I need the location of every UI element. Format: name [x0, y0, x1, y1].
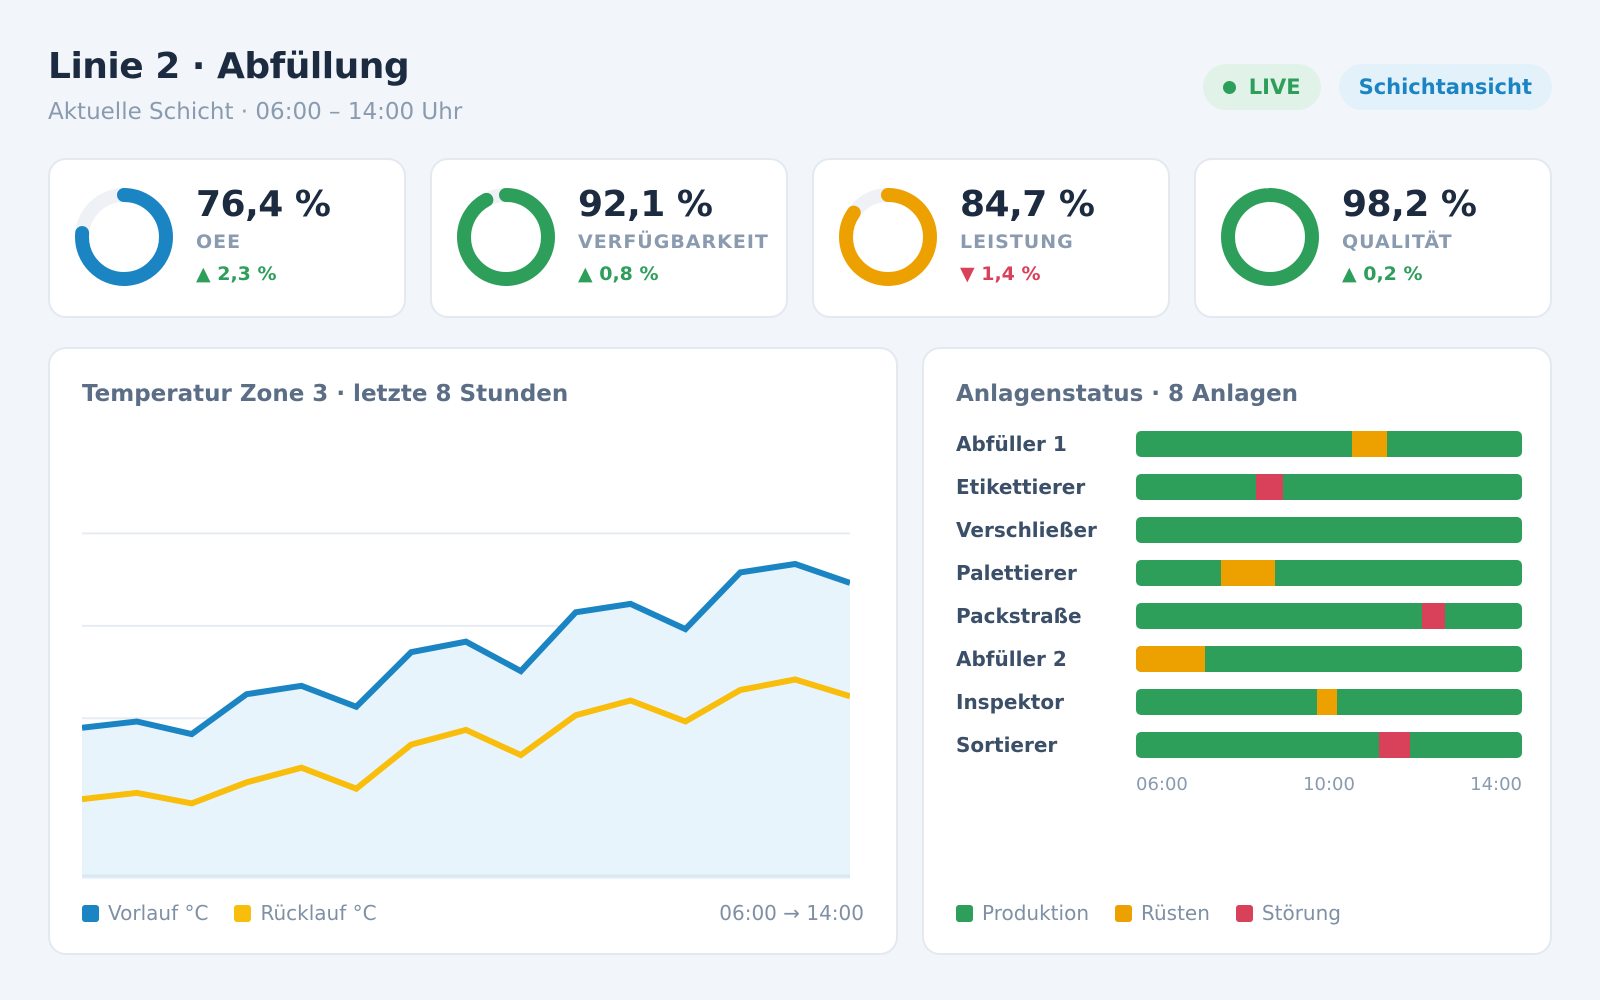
- legend-swatch-produktion: [956, 904, 973, 922]
- machine-timeline-bar: [1136, 431, 1522, 457]
- legend-swatch-ruecklauf: [234, 904, 252, 922]
- live-dot-icon: [1222, 80, 1236, 94]
- legend-item-ruesten: Rüsten: [1115, 901, 1210, 925]
- kpi-label: OEE: [196, 231, 242, 253]
- temperature-chart: [82, 532, 850, 879]
- page-header: Linie 2 · Abfüllung Aktuelle Schicht · 0…: [48, 46, 462, 125]
- live-label: LIVE: [1248, 75, 1301, 99]
- status-segment-rüsten: [1317, 689, 1337, 715]
- status-segment-rüsten: [1220, 560, 1275, 586]
- kpi-card-verfügbarkeit[interactable]: 92,1 % VERFÜGBARKEIT ▲ 0,8 %: [430, 158, 788, 318]
- machine-name: Abfüller 2: [956, 647, 1067, 671]
- kpi-delta: ▲ 0,2 %: [1342, 263, 1423, 285]
- legend-item-ruecklauf: Rücklauf °C: [234, 901, 377, 925]
- machine-timeline-bar: [1136, 732, 1522, 758]
- machine-name: Packstraße: [956, 604, 1082, 628]
- gauge-fill: [457, 188, 555, 286]
- machine-name: Inspektor: [956, 690, 1064, 714]
- temperature-legend: Vorlauf °C Rücklauf °C: [82, 901, 403, 925]
- status-segment-störung: [1379, 732, 1411, 758]
- temperature-panel: Temperatur Zone 3 · letzte 8 Stunden Vor…: [48, 347, 898, 955]
- legend-label-vorlauf: Vorlauf °C: [108, 901, 209, 925]
- kpi-label: LEISTUNG: [960, 231, 1074, 253]
- legend-item-produktion: Produktion: [956, 901, 1089, 925]
- kpi-gauge: [457, 188, 555, 286]
- legend-item-vorlauf: Vorlauf °C: [82, 901, 208, 925]
- status-row[interactable]: Palettierer: [956, 560, 1522, 586]
- page-title: Linie 2 · Abfüllung: [48, 46, 410, 87]
- status-row[interactable]: Etikettierer: [956, 474, 1522, 500]
- page-subtitle: Aktuelle Schicht · 06:00 – 14:00 Uhr: [48, 99, 463, 125]
- kpi-value: 76,4 %: [196, 184, 331, 225]
- machine-timeline-bar: [1136, 474, 1522, 500]
- kpi-value: 92,1 %: [578, 184, 713, 225]
- kpi-text: 84,7 % LEISTUNG ▼ 1,4 %: [960, 184, 1095, 285]
- header-actions: LIVE Schichtansicht: [1202, 64, 1552, 110]
- kpi-gauge: [75, 188, 173, 286]
- kpi-delta: ▲ 0,8 %: [578, 263, 659, 285]
- status-panel-title: Anlagenstatus · 8 Anlagen: [956, 381, 1299, 407]
- status-segment-störung: [1255, 474, 1283, 500]
- kpi-delta: ▼ 1,4 %: [960, 263, 1041, 285]
- status-row[interactable]: Packstraße: [956, 603, 1522, 629]
- kpi-value: 84,7 %: [960, 184, 1095, 225]
- legend-swatch-stoerung: [1235, 904, 1253, 922]
- machine-name: Abfüller 1: [956, 432, 1067, 456]
- kpi-delta: ▲ 2,3 %: [196, 263, 277, 285]
- status-segment-rüsten: [1136, 646, 1206, 672]
- legend-item-stoerung: Störung: [1235, 901, 1341, 925]
- machine-name: Etikettierer: [956, 475, 1086, 499]
- kpi-gauge: [1221, 188, 1319, 286]
- legend-swatch-vorlauf: [82, 904, 99, 922]
- time-axis-label-start: 06:00: [1136, 774, 1188, 795]
- kpi-text: 76,4 % OEE ▲ 2,3 %: [196, 184, 331, 285]
- machine-timeline-bar: [1136, 560, 1522, 586]
- shift-view-button[interactable]: Schichtansicht: [1338, 64, 1552, 110]
- machine-timeline-bar: [1136, 646, 1522, 672]
- status-row[interactable]: Abfüller 2: [956, 646, 1522, 672]
- kpi-text: 98,2 % QUALITÄT ▲ 0,2 %: [1342, 184, 1477, 285]
- kpi-row: 76,4 % OEE ▲ 2,3 % 92,1 % VERFÜGBARKEIT ▲ 0,8…: [48, 158, 1552, 318]
- machine-name: Sortierer: [956, 733, 1058, 757]
- machine-timeline-bar: [1136, 603, 1522, 629]
- machine-name: Verschließer: [956, 518, 1097, 542]
- time-axis-label-mid: 10:00: [1303, 774, 1355, 795]
- temperature-panel-title: Temperatur Zone 3 · letzte 8 Stunden: [82, 381, 569, 407]
- legend-label-stoerung: Störung: [1261, 901, 1341, 925]
- kpi-text: 92,1 % VERFÜGBARKEIT ▲ 0,8 %: [578, 184, 769, 285]
- status-segment-störung: [1421, 603, 1445, 629]
- legend-label-produktion: Produktion: [982, 901, 1089, 925]
- status-row[interactable]: Sortierer: [956, 732, 1522, 758]
- kpi-card-oee[interactable]: 76,4 % OEE ▲ 2,3 %: [48, 158, 406, 318]
- status-panel: Anlagenstatus · 8 Anlagen Abfüller 1 Etik…: [922, 347, 1552, 955]
- machine-name: Palettierer: [956, 561, 1077, 585]
- live-badge: LIVE: [1202, 64, 1321, 110]
- kpi-card-leistung[interactable]: 84,7 % LEISTUNG ▼ 1,4 %: [812, 158, 1170, 318]
- kpi-label: VERFÜGBARKEIT: [578, 231, 769, 253]
- kpi-gauge: [839, 188, 937, 286]
- legend-swatch-ruesten: [1115, 904, 1132, 922]
- machine-timeline-bar: [1136, 517, 1522, 543]
- gauge-fill: [1221, 188, 1319, 286]
- status-row[interactable]: Inspektor: [956, 689, 1522, 715]
- time-axis-label-end: 14:00: [1470, 774, 1522, 795]
- series-line-ruecklauf: [82, 676, 850, 807]
- status-row[interactable]: Abfüller 1: [956, 431, 1522, 457]
- gauge-fill: [75, 188, 173, 286]
- status-legend: Produktion Rüsten Störung: [956, 901, 1367, 925]
- machine-timeline-bar: [1136, 689, 1522, 715]
- time-range-label: 06:00 → 14:00: [719, 901, 864, 925]
- kpi-card-qualität[interactable]: 98,2 % QUALITÄT ▲ 0,2 %: [1194, 158, 1552, 318]
- legend-label-ruecklauf: Rücklauf °C: [260, 901, 377, 925]
- status-row[interactable]: Verschließer: [956, 517, 1522, 543]
- kpi-label: QUALITÄT: [1342, 231, 1453, 253]
- legend-label-ruesten: Rüsten: [1141, 901, 1210, 925]
- series-line-vorlauf: [82, 560, 850, 738]
- gauge-fill: [839, 188, 937, 286]
- status-segment-rüsten: [1352, 431, 1387, 457]
- kpi-value: 98,2 %: [1342, 184, 1477, 225]
- series-area-vorlauf: [82, 564, 850, 879]
